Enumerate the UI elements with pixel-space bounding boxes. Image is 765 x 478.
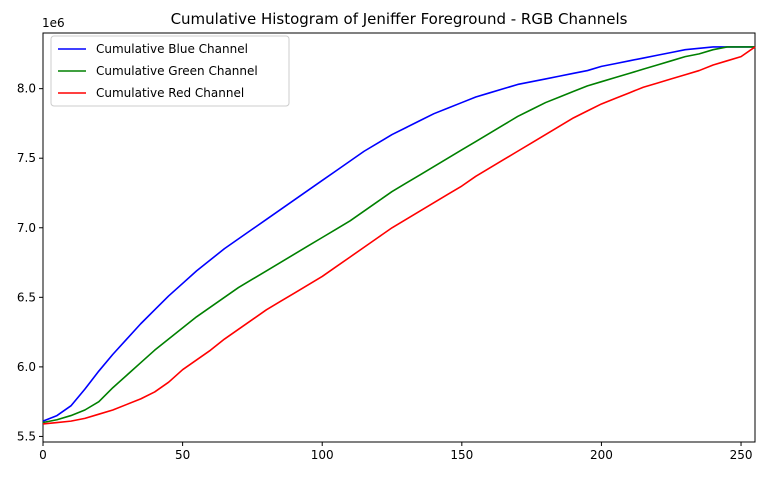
x-tick-label: 100 [311, 448, 334, 462]
x-tick-label: 250 [730, 448, 753, 462]
chart-title: Cumulative Histogram of Jeniffer Foregro… [171, 10, 628, 28]
y-offset-label: 1e6 [42, 16, 65, 30]
series-line-blue [42, 46, 755, 422]
series-line-red [42, 46, 756, 425]
x-tick-label: 150 [450, 448, 473, 462]
x-tick-label: 50 [175, 448, 190, 462]
series-line-green [42, 46, 755, 424]
legend-label: Cumulative Red Channel [96, 86, 244, 100]
plot-frame [42, 32, 756, 443]
y-tick-label: 7.5 [17, 151, 36, 165]
y-tick-label: 6.0 [17, 360, 36, 374]
legend-label: Cumulative Blue Channel [96, 42, 248, 56]
series-lines [42, 46, 756, 425]
x-tick-label: 0 [39, 448, 47, 462]
y-tick-label: 6.5 [17, 290, 36, 304]
y-tick-label: 5.5 [17, 429, 36, 443]
y-tick-label: 8.0 [17, 82, 36, 96]
y-tick-label: 7.0 [17, 221, 36, 235]
y-axis: 5.5 6.0 6.5 7.0 7.5 8.0 [17, 82, 43, 443]
x-axis: 0 50 100 150 200 250 [39, 442, 752, 462]
legend: Cumulative Blue Channel Cumulative Green … [50, 35, 290, 107]
x-tick-label: 200 [590, 448, 613, 462]
legend-label: Cumulative Green Channel [96, 64, 258, 78]
legend-box [50, 35, 290, 107]
